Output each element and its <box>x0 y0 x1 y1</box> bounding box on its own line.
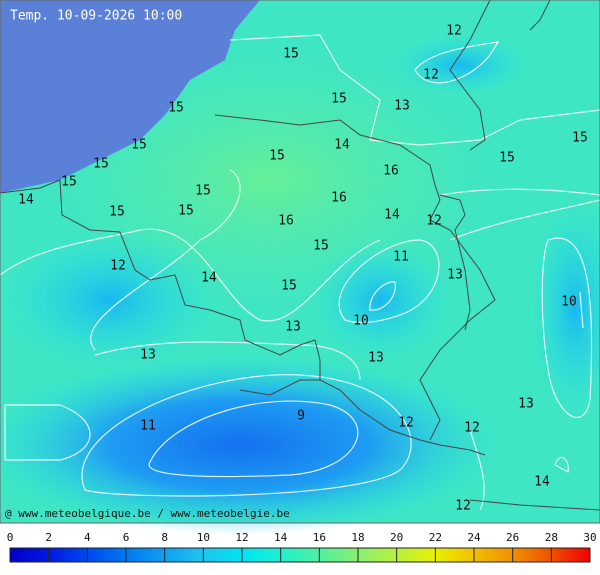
contour-label: 14 <box>334 138 350 153</box>
contour-label: 14 <box>18 193 34 208</box>
isolines <box>0 34 600 511</box>
contour-label: 13 <box>518 397 534 412</box>
colorbar-tick-label: 8 <box>161 531 168 544</box>
colorbar-tick-label: 2 <box>45 531 52 544</box>
contour-label: 11 <box>393 250 409 265</box>
colorbar-tick-label: 6 <box>123 531 130 544</box>
contour-label: 15 <box>131 138 147 153</box>
map-field <box>0 0 600 535</box>
contour-label: 15 <box>281 279 297 294</box>
contour-label: 12 <box>423 68 439 83</box>
contour-label: 13 <box>394 99 410 114</box>
colorbar-tick-label: 12 <box>235 531 248 544</box>
contour-label: 9 <box>297 409 305 424</box>
borders <box>0 0 600 511</box>
colorbar-tick-label: 14 <box>274 531 288 544</box>
contour-label: 15 <box>195 184 211 199</box>
contour-label: 14 <box>201 271 217 286</box>
credit: @ www.meteobelgique.be / www.meteobelgie… <box>5 507 290 520</box>
map-title: Temp. 10-09-2026 10:00 <box>10 9 182 24</box>
colorbar-tick-label: 26 <box>506 531 519 544</box>
contour-label: 12 <box>464 421 480 436</box>
colorbar-tick-label: 0 <box>7 531 14 544</box>
contour-label: 13 <box>285 320 301 335</box>
contour-label: 16 <box>278 214 294 229</box>
contour-label: 15 <box>93 157 109 172</box>
map-frame <box>0 0 600 524</box>
colorbar-tick-label: 22 <box>429 531 442 544</box>
colorbar-tick-label: 28 <box>545 531 558 544</box>
contour-label: 13 <box>368 351 384 366</box>
contour-label: 12 <box>398 416 414 431</box>
contour-label: 15 <box>61 175 77 190</box>
colorbar-tick-label: 16 <box>313 531 326 544</box>
contour-label: 15 <box>109 205 125 220</box>
contour-label: 16 <box>383 164 399 179</box>
contour-label: 14 <box>534 475 550 490</box>
contour-label: 15 <box>168 101 184 116</box>
contour-label: 12 <box>110 259 126 274</box>
colorbar: 0 2 4 6 8 10 12 14 16 18 20 22 24 26 28 30 <box>7 531 597 563</box>
colorbar-scale <box>9 547 591 563</box>
colorbar-tick-label: 20 <box>390 531 403 544</box>
contour-label: 16 <box>331 191 347 206</box>
colorbar-tick-label: 30 <box>583 531 596 544</box>
contour-label: 15 <box>269 149 285 164</box>
contour-label: 15 <box>178 204 194 219</box>
contour-label: 15 <box>499 151 515 166</box>
contour-label: 10 <box>561 295 577 310</box>
contour-label: 10 <box>353 314 369 329</box>
contour-label: 14 <box>384 208 400 223</box>
contour-label: 13 <box>447 268 463 283</box>
colorbar-tick-label: 4 <box>84 531 91 544</box>
contour-label: 12 <box>446 24 462 39</box>
contour-label: 12 <box>426 214 442 229</box>
contour-label: 13 <box>140 348 156 363</box>
colorbar-tick-label: 10 <box>197 531 210 544</box>
colorbar-tick-label: 18 <box>351 531 364 544</box>
contour-label: 11 <box>140 419 156 434</box>
contour-label: 12 <box>455 499 471 514</box>
colorbar-tick-label: 24 <box>467 531 481 544</box>
contour-label: 15 <box>572 131 588 146</box>
contour-label: 15 <box>313 239 329 254</box>
contour-label: 15 <box>283 47 299 62</box>
contour-label: 15 <box>331 92 347 107</box>
